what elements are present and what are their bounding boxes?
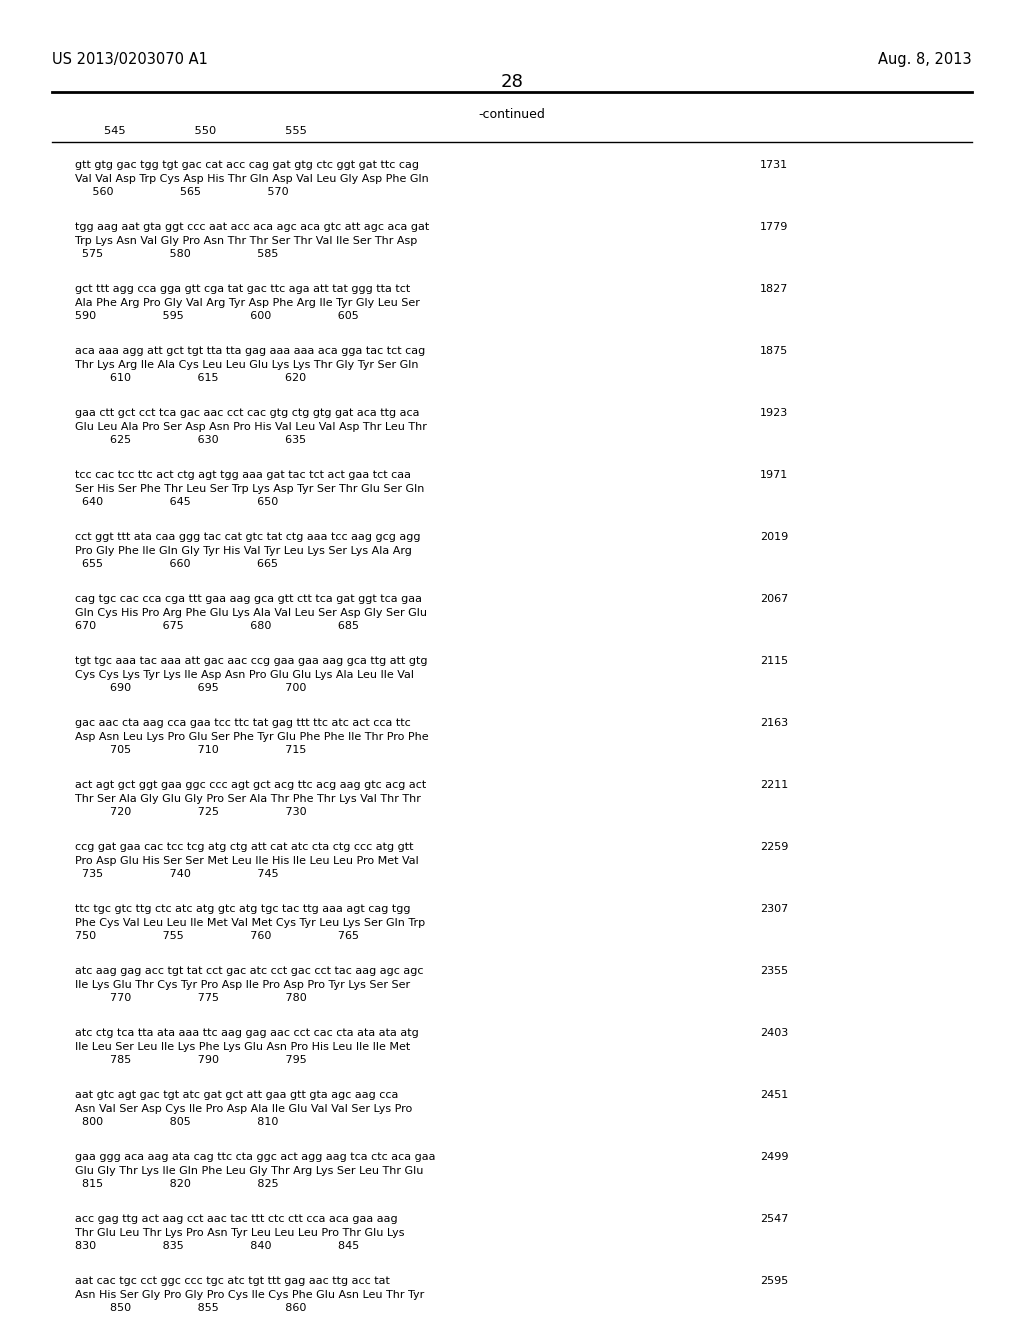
Text: Ile Leu Ser Leu Ile Lys Phe Lys Glu Asn Pro His Leu Ile Ile Met: Ile Leu Ser Leu Ile Lys Phe Lys Glu Asn … (75, 1041, 411, 1052)
Text: Thr Glu Leu Thr Lys Pro Asn Tyr Leu Leu Leu Pro Thr Glu Lys: Thr Glu Leu Thr Lys Pro Asn Tyr Leu Leu … (75, 1228, 404, 1238)
Text: tcc cac tcc ttc act ctg agt tgg aaa gat tac tct act gaa tct caa: tcc cac tcc ttc act ctg agt tgg aaa gat … (75, 470, 411, 480)
Text: Val Val Asp Trp Cys Asp His Thr Gln Asp Val Leu Gly Asp Phe Gln: Val Val Asp Trp Cys Asp His Thr Gln Asp … (75, 173, 429, 183)
Text: gct ttt agg cca gga gtt cga tat gac ttc aga att tat ggg tta tct: gct ttt agg cca gga gtt cga tat gac ttc … (75, 284, 411, 294)
Text: Glu Leu Ala Pro Ser Asp Asn Pro His Val Leu Val Asp Thr Leu Thr: Glu Leu Ala Pro Ser Asp Asn Pro His Val … (75, 421, 427, 432)
Text: 2307: 2307 (760, 904, 788, 913)
Text: 2595: 2595 (760, 1276, 788, 1286)
Text: tgt tgc aaa tac aaa att gac aac ccg gaa gaa aag gca ttg att gtg: tgt tgc aaa tac aaa att gac aac ccg gaa … (75, 656, 427, 667)
Text: aat gtc agt gac tgt atc gat gct att gaa gtt gta agc aag cca: aat gtc agt gac tgt atc gat gct att gaa … (75, 1090, 398, 1100)
Text: atc ctg tca tta ata aaa ttc aag gag aac cct cac cta ata ata atg: atc ctg tca tta ata aaa ttc aag gag aac … (75, 1028, 419, 1038)
Text: 2499: 2499 (760, 1152, 788, 1162)
Text: Thr Ser Ala Gly Glu Gly Pro Ser Ala Thr Phe Thr Lys Val Thr Thr: Thr Ser Ala Gly Glu Gly Pro Ser Ala Thr … (75, 793, 421, 804)
Text: 575                   580                   585: 575 580 585 (75, 249, 279, 259)
Text: Asn His Ser Gly Pro Gly Pro Cys Ile Cys Phe Glu Asn Leu Thr Tyr: Asn His Ser Gly Pro Gly Pro Cys Ile Cys … (75, 1290, 424, 1299)
Text: 815                   820                   825: 815 820 825 (75, 1179, 279, 1189)
Text: 1923: 1923 (760, 408, 788, 418)
Text: Trp Lys Asn Val Gly Pro Asn Thr Thr Ser Thr Val Ile Ser Thr Asp: Trp Lys Asn Val Gly Pro Asn Thr Thr Ser … (75, 235, 417, 246)
Text: 2259: 2259 (760, 842, 788, 851)
Text: 2451: 2451 (760, 1090, 788, 1100)
Text: gaa ggg aca aag ata cag ttc cta ggc act agg aag tca ctc aca gaa: gaa ggg aca aag ata cag ttc cta ggc act … (75, 1152, 435, 1162)
Text: Ala Phe Arg Pro Gly Val Arg Tyr Asp Phe Arg Ile Tyr Gly Leu Ser: Ala Phe Arg Pro Gly Val Arg Tyr Asp Phe … (75, 297, 420, 308)
Text: Thr Lys Arg Ile Ala Cys Leu Leu Glu Lys Lys Thr Gly Tyr Ser Gln: Thr Lys Arg Ile Ala Cys Leu Leu Glu Lys … (75, 359, 419, 370)
Text: 830                   835                   840                   845: 830 835 840 845 (75, 1241, 359, 1251)
Text: Glu Gly Thr Lys Ile Gln Phe Leu Gly Thr Arg Lys Ser Leu Thr Glu: Glu Gly Thr Lys Ile Gln Phe Leu Gly Thr … (75, 1166, 423, 1176)
Text: Gln Cys His Pro Arg Phe Glu Lys Ala Val Leu Ser Asp Gly Ser Glu: Gln Cys His Pro Arg Phe Glu Lys Ala Val … (75, 607, 427, 618)
Text: Pro Gly Phe Ile Gln Gly Tyr His Val Tyr Leu Lys Ser Lys Ala Arg: Pro Gly Phe Ile Gln Gly Tyr His Val Tyr … (75, 545, 412, 556)
Text: ttc tgc gtc ttg ctc atc atg gtc atg tgc tac ttg aaa agt cag tgg: ttc tgc gtc ttg ctc atc atg gtc atg tgc … (75, 904, 411, 913)
Text: 590                   595                   600                   605: 590 595 600 605 (75, 312, 358, 321)
Text: gac aac cta aag cca gaa tcc ttc tat gag ttt ttc atc act cca ttc: gac aac cta aag cca gaa tcc ttc tat gag … (75, 718, 411, 729)
Text: 1827: 1827 (760, 284, 788, 294)
Text: 2115: 2115 (760, 656, 788, 667)
Text: US 2013/0203070 A1: US 2013/0203070 A1 (52, 51, 208, 67)
Text: 2355: 2355 (760, 966, 788, 975)
Text: Aug. 8, 2013: Aug. 8, 2013 (879, 51, 972, 67)
Text: 2211: 2211 (760, 780, 788, 789)
Text: atc aag gag acc tgt tat cct gac atc cct gac cct tac aag agc agc: atc aag gag acc tgt tat cct gac atc cct … (75, 966, 424, 975)
Text: 2403: 2403 (760, 1028, 788, 1038)
Text: Asn Val Ser Asp Cys Ile Pro Asp Ala Ile Glu Val Val Ser Lys Pro: Asn Val Ser Asp Cys Ile Pro Asp Ala Ile … (75, 1104, 413, 1114)
Text: tgg aag aat gta ggt ccc aat acc aca agc aca gtc att agc aca gat: tgg aag aat gta ggt ccc aat acc aca agc … (75, 222, 429, 232)
Text: Phe Cys Val Leu Leu Ile Met Val Met Cys Tyr Leu Lys Ser Gln Trp: Phe Cys Val Leu Leu Ile Met Val Met Cys … (75, 917, 425, 928)
Text: aca aaa agg att gct tgt tta tta gag aaa aaa aca gga tac tct cag: aca aaa agg att gct tgt tta tta gag aaa … (75, 346, 425, 356)
Text: 640                   645                   650: 640 645 650 (75, 498, 279, 507)
Text: 545                   550                   555: 545 550 555 (75, 125, 307, 136)
Text: 705                   710                   715: 705 710 715 (75, 744, 306, 755)
Text: 690                   695                   700: 690 695 700 (75, 682, 306, 693)
Text: 610                   615                   620: 610 615 620 (75, 374, 306, 383)
Text: 670                   675                   680                   685: 670 675 680 685 (75, 620, 359, 631)
Text: gtt gtg gac tgg tgt gac cat acc cag gat gtg ctc ggt gat ttc cag: gtt gtg gac tgg tgt gac cat acc cag gat … (75, 160, 419, 170)
Text: 1971: 1971 (760, 470, 788, 480)
Text: Cys Cys Lys Tyr Lys Ile Asp Asn Pro Glu Glu Lys Ala Leu Ile Val: Cys Cys Lys Tyr Lys Ile Asp Asn Pro Glu … (75, 669, 414, 680)
Text: 2547: 2547 (760, 1214, 788, 1224)
Text: Ser His Ser Phe Thr Leu Ser Trp Lys Asp Tyr Ser Thr Glu Ser Gln: Ser His Ser Phe Thr Leu Ser Trp Lys Asp … (75, 483, 424, 494)
Text: cct ggt ttt ata caa ggg tac cat gtc tat ctg aaa tcc aag gcg agg: cct ggt ttt ata caa ggg tac cat gtc tat … (75, 532, 421, 543)
Text: 770                   775                   780: 770 775 780 (75, 993, 307, 1003)
Text: 655                   660                   665: 655 660 665 (75, 558, 278, 569)
Text: 800                   805                   810: 800 805 810 (75, 1117, 279, 1127)
Text: 2163: 2163 (760, 718, 788, 729)
Text: Asp Asn Leu Lys Pro Glu Ser Phe Tyr Glu Phe Phe Ile Thr Pro Phe: Asp Asn Leu Lys Pro Glu Ser Phe Tyr Glu … (75, 731, 429, 742)
Text: Ile Lys Glu Thr Cys Tyr Pro Asp Ile Pro Asp Pro Tyr Lys Ser Ser: Ile Lys Glu Thr Cys Tyr Pro Asp Ile Pro … (75, 979, 411, 990)
Text: cag tgc cac cca cga ttt gaa aag gca gtt ctt tca gat ggt tca gaa: cag tgc cac cca cga ttt gaa aag gca gtt … (75, 594, 422, 605)
Text: 735                   740                   745: 735 740 745 (75, 869, 279, 879)
Text: 28: 28 (501, 73, 523, 91)
Text: 560                   565                   570: 560 565 570 (75, 187, 289, 197)
Text: acc gag ttg act aag cct aac tac ttt ctc ctt cca aca gaa aag: acc gag ttg act aag cct aac tac ttt ctc … (75, 1214, 397, 1224)
Text: 785                   790                   795: 785 790 795 (75, 1055, 307, 1065)
Text: 1779: 1779 (760, 222, 788, 232)
Text: 850                   855                   860: 850 855 860 (75, 1303, 306, 1313)
Text: gaa ctt gct cct tca gac aac cct cac gtg ctg gtg gat aca ttg aca: gaa ctt gct cct tca gac aac cct cac gtg … (75, 408, 420, 418)
Text: aat cac tgc cct ggc ccc tgc atc tgt ttt gag aac ttg acc tat: aat cac tgc cct ggc ccc tgc atc tgt ttt … (75, 1276, 390, 1286)
Text: 720                   725                   730: 720 725 730 (75, 807, 306, 817)
Text: 625                   630                   635: 625 630 635 (75, 436, 306, 445)
Text: 1875: 1875 (760, 346, 788, 356)
Text: 1731: 1731 (760, 160, 788, 170)
Text: -continued: -continued (478, 108, 546, 121)
Text: 2067: 2067 (760, 594, 788, 605)
Text: act agt gct ggt gaa ggc ccc agt gct acg ttc acg aag gtc acg act: act agt gct ggt gaa ggc ccc agt gct acg … (75, 780, 426, 789)
Text: 750                   755                   760                   765: 750 755 760 765 (75, 931, 359, 941)
Text: ccg gat gaa cac tcc tcg atg ctg att cat atc cta ctg ccc atg gtt: ccg gat gaa cac tcc tcg atg ctg att cat … (75, 842, 414, 851)
Text: Pro Asp Glu His Ser Ser Met Leu Ile His Ile Leu Leu Pro Met Val: Pro Asp Glu His Ser Ser Met Leu Ile His … (75, 855, 419, 866)
Text: 2019: 2019 (760, 532, 788, 543)
